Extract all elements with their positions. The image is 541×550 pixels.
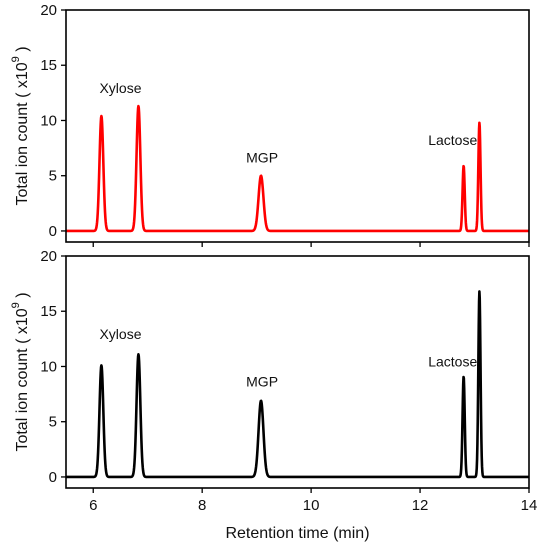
x-tick-label-bottom: 8 <box>198 497 206 514</box>
y-tick-label-top: 20 <box>40 2 57 19</box>
series-line-bottom <box>65 290 530 479</box>
x-tick-label-bottom: 6 <box>89 497 97 514</box>
y-tick-label-bottom: 10 <box>40 358 57 375</box>
annotation-mgp: MGP <box>246 373 278 389</box>
y-tick-label-top: 0 <box>49 223 57 240</box>
panel-bottom: 0 5 10 15 20 6 8 10 12 14 Xylose MGP Lactose Total io… <box>10 248 537 542</box>
annotation-lactose: Lactose <box>428 353 477 369</box>
y-tick-label-bottom: 15 <box>40 303 57 320</box>
y-tick-label-bottom: 0 <box>49 469 57 486</box>
annotation-lactose: Lactose <box>428 132 477 148</box>
y-tick-label-bottom: 5 <box>49 414 57 431</box>
x-tick-label-bottom: 10 <box>303 497 320 514</box>
series-line-top <box>65 104 530 233</box>
plot-frame-top <box>65 9 530 243</box>
y-axis-label-top: Total ion count ( x109 ) <box>10 46 31 205</box>
annotation-xylose: Xylose <box>99 326 141 342</box>
x-tick-label-bottom: 12 <box>412 497 429 514</box>
x-tick-label-bottom: 14 <box>521 497 538 514</box>
x-axis-label: Retention time (min) <box>225 525 369 542</box>
y-tick-label-top: 5 <box>49 168 57 185</box>
y-tick-label-top: 15 <box>40 57 57 74</box>
annotation-mgp: MGP <box>246 149 278 165</box>
plot-frame-bottom <box>65 255 530 489</box>
y-axis-label-bottom: Total ion count ( x109 ) <box>10 292 31 451</box>
y-tick-label-top: 10 <box>40 112 57 129</box>
panel-top: 0 5 10 15 20 Xylose MGP Lactose Total ion count … <box>10 2 530 247</box>
y-tick-label-bottom: 20 <box>40 248 57 265</box>
annotation-xylose: Xylose <box>99 80 141 96</box>
